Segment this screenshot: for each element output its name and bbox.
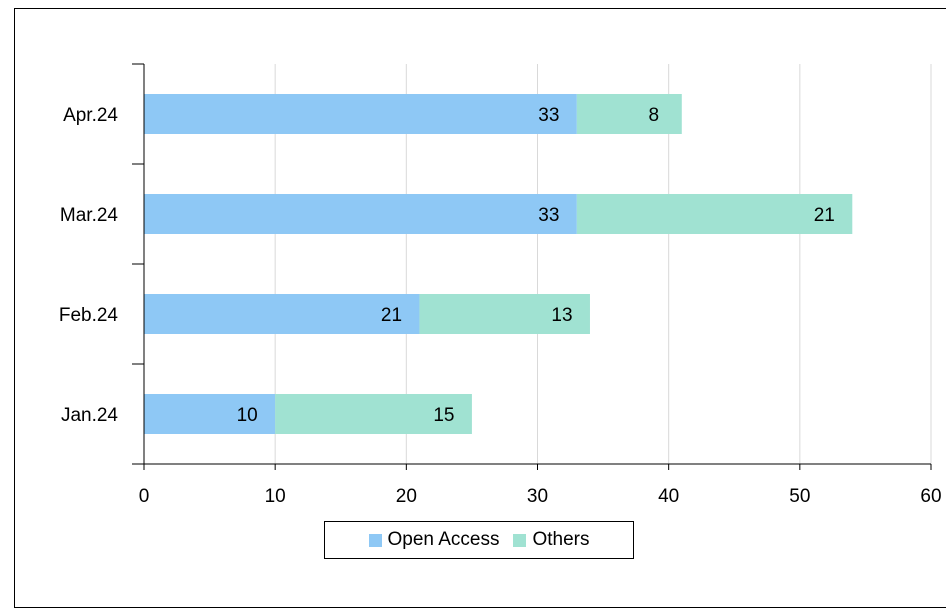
data-label-Jan.24-Others: 15 xyxy=(433,405,454,426)
axes xyxy=(132,63,932,470)
bar-Jan.24-Open Access xyxy=(144,394,276,434)
x-tick-label-50: 50 xyxy=(789,486,810,507)
bars xyxy=(144,94,853,434)
data-label-Feb.24-Open Access: 21 xyxy=(381,305,402,326)
legend-label-others: Others xyxy=(532,529,590,550)
bar-Jan.24-Others xyxy=(275,394,472,434)
x-tick-label-0: 0 xyxy=(139,486,150,507)
data-label-Mar.24-Open Access: 33 xyxy=(538,205,559,226)
y-category-label-Feb.24: Feb.24 xyxy=(59,305,119,326)
legend: Open Access Others xyxy=(324,521,634,559)
y-category-label-Mar.24: Mar.24 xyxy=(60,205,119,226)
legend-item-others: Others xyxy=(513,529,589,551)
x-tick-label-20: 20 xyxy=(396,486,417,507)
legend-label-open-access: Open Access xyxy=(387,529,500,550)
data-label-Jan.24-Open Access: 10 xyxy=(237,405,258,426)
bar-Apr.24-Open Access xyxy=(144,94,577,134)
data-label-Apr.24-Others: 8 xyxy=(648,105,659,126)
y-category-label-Apr.24: Apr.24 xyxy=(63,105,118,126)
legend-item-open-access: Open Access xyxy=(368,529,500,551)
stacked-bar-chart: 0 10 20 30 40 50 60 10 15 Jan.24 21 13 Feb.24 33 21 Mar… xyxy=(59,63,942,507)
bar-Feb.24-Open Access xyxy=(144,294,420,334)
x-tick-label-60: 60 xyxy=(920,486,941,507)
bar-Feb.24-Others xyxy=(419,294,590,334)
data-label-Mar.24-Others: 21 xyxy=(814,205,835,226)
labels: 0 10 20 30 40 50 60 10 15 Jan.24 21 13 Feb.24 33 21 Mar… xyxy=(59,105,942,507)
bar-Mar.24-Open Access xyxy=(144,194,577,234)
legend-swatch-open-access xyxy=(368,533,382,547)
x-tick-label-30: 30 xyxy=(527,486,548,507)
bar-Apr.24-Others xyxy=(576,94,682,134)
y-category-label-Jan.24: Jan.24 xyxy=(61,405,118,426)
data-label-Feb.24-Others: 13 xyxy=(551,305,572,326)
x-tick-label-10: 10 xyxy=(265,486,286,507)
legend-swatch-others xyxy=(513,533,527,547)
x-tick-label-40: 40 xyxy=(658,486,679,507)
data-label-Apr.24-Open Access: 33 xyxy=(538,105,559,126)
bar-Mar.24-Others xyxy=(576,194,853,234)
